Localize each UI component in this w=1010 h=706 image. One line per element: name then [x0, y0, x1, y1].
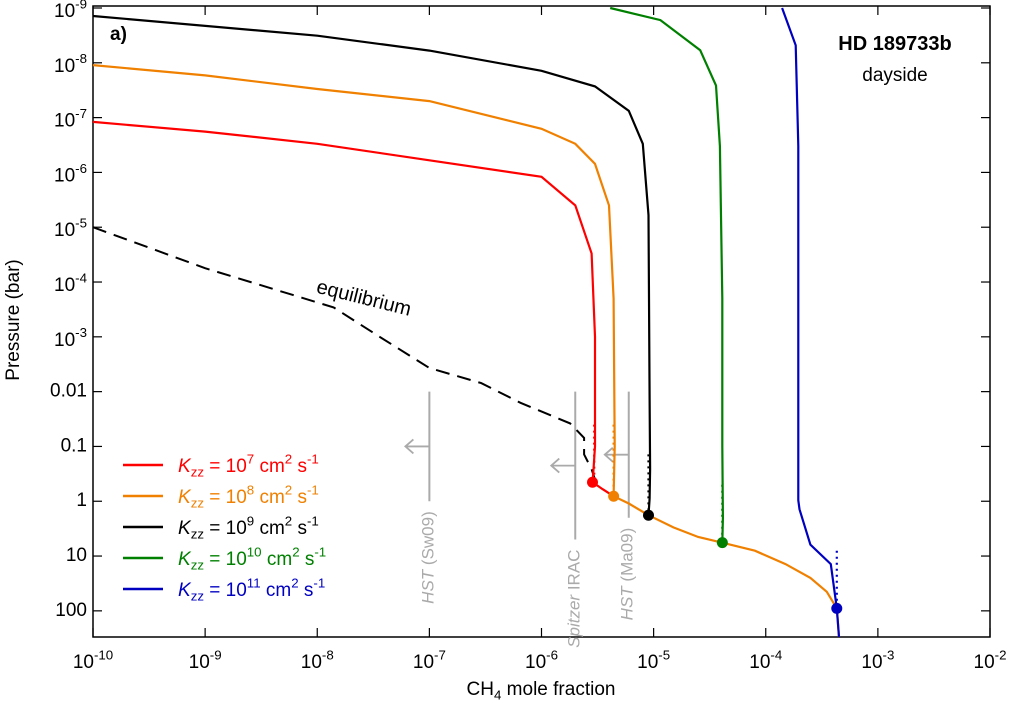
chart-title: HD 189733b: [838, 33, 951, 55]
upper-limit-arrow: [404, 438, 430, 455]
chart-subtitle: dayside: [862, 65, 928, 86]
legend-label: Kzz = 108 cm2 s-1: [178, 482, 319, 510]
series-line: [781, 7, 841, 638]
legend-label: Kzz = 1011 cm2 s-1: [178, 575, 325, 603]
quench-point: [642, 509, 654, 521]
y-tick-label: 10-4: [54, 270, 87, 296]
observation-label: HST (Sw09): [419, 511, 438, 604]
y-tick-label: 10-8: [54, 51, 87, 77]
equilibrium-line: [92, 226, 596, 480]
x-tick-label: 10-4: [749, 647, 782, 673]
quench-point: [586, 476, 598, 488]
series-line: [92, 120, 615, 498]
x-tick-label: 10-2: [974, 647, 1007, 673]
observation-label: HST (Ma09): [618, 528, 637, 621]
panel-label: a): [110, 24, 127, 45]
x-axis-label: CH4 mole fraction: [467, 679, 616, 702]
y-axis-label: Pressure (bar): [3, 259, 24, 380]
series-line: [92, 14, 652, 516]
y-tick-label: 100: [55, 600, 87, 621]
plot-frame: [92, 5, 991, 638]
x-tick-label: 10-6: [525, 647, 558, 673]
quench-point: [716, 537, 728, 549]
quench-point: [608, 490, 620, 502]
y-tick-label: 10: [66, 545, 87, 566]
series-line: [609, 6, 725, 543]
quench-point: [831, 602, 843, 614]
x-tick-label: 10-9: [189, 647, 222, 673]
y-tick-label: 10-9: [54, 0, 87, 22]
legend-label: Kzz = 1010 cm2 s-1: [178, 544, 326, 572]
y-tick-label: 10-7: [54, 106, 87, 132]
legend-label: Kzz = 109 cm2 s-1: [178, 513, 319, 541]
upper-limit-arrow: [549, 457, 576, 474]
x-tick-label: 10-3: [861, 647, 894, 673]
observation-label: Spitzer IRAC: [565, 550, 584, 648]
y-tick-label: 10-5: [54, 215, 87, 241]
y-tick-label: 10-6: [54, 160, 87, 186]
x-tick-label: 10-7: [413, 647, 446, 673]
legend-label: Kzz = 107 cm2 s-1: [178, 451, 319, 479]
y-tick-label: 0.01: [50, 381, 87, 402]
upper-limit-arrow: [603, 447, 629, 463]
y-tick-label: 1: [76, 490, 87, 511]
equilibrium-label: equilibrium: [314, 276, 413, 321]
y-tick-label: 0.1: [61, 435, 87, 456]
x-tick-label: 10-10: [73, 647, 113, 673]
series-line: [92, 64, 841, 638]
x-tick-label: 10-8: [301, 647, 334, 673]
x-tick-label: 10-5: [637, 647, 670, 673]
y-tick-label: 10-3: [54, 325, 87, 351]
